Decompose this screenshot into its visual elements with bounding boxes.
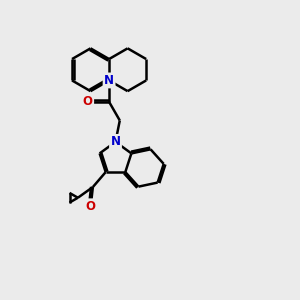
Text: N: N bbox=[104, 74, 114, 87]
Text: O: O bbox=[86, 200, 96, 213]
Text: O: O bbox=[83, 95, 93, 108]
Text: N: N bbox=[110, 135, 121, 148]
